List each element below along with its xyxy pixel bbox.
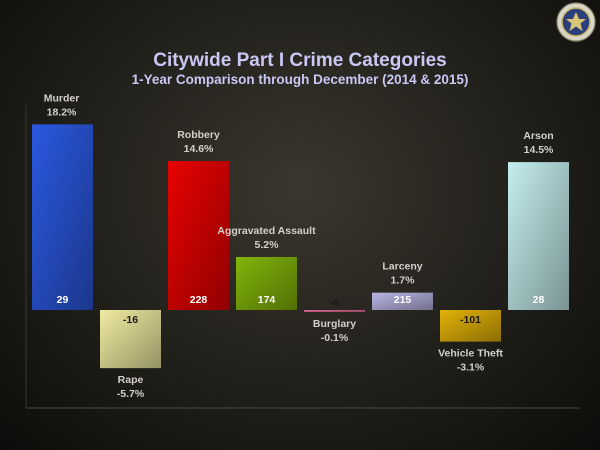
bar-rape [100,310,161,369]
chart-subtitle: 1-Year Comparison through December (2014… [132,72,469,87]
count-label-aggravated-assault: 174 [258,294,276,306]
percent-label-arson: 14.5% [524,144,554,156]
percent-label-aggravated-assault: 5.2% [255,239,280,251]
category-label-murder: Murder [44,92,80,104]
count-label-larceny: 215 [394,294,412,306]
bar-aggravated-assault [236,256,297,310]
bar-vehicle-theft [440,310,501,342]
bar-murder [32,124,93,310]
bar-larceny [372,292,433,310]
count-label-murder: 29 [57,294,69,306]
percent-label-burglary: -0.1% [321,332,349,344]
category-label-burglary: Burglary [313,318,356,330]
category-label-vehicle-theft: Vehicle Theft [438,348,503,360]
count-label-burglary: -6 [330,297,339,309]
percent-label-vehicle-theft: -3.1% [457,362,485,374]
category-label-rape: Rape [118,374,144,386]
category-label-arson: Arson [523,130,553,142]
percent-label-murder: 18.2% [47,106,77,118]
bar-burglary [304,310,365,312]
percent-label-rape: -5.7% [117,388,145,400]
percent-label-larceny: 1.7% [391,275,416,287]
category-label-robbery: Robbery [177,129,220,141]
percent-label-robbery: 14.6% [184,143,214,155]
chart-title: Citywide Part I Crime Categories [153,50,447,71]
count-label-rape: -16 [123,314,138,326]
count-label-vehicle-theft: -101 [460,314,481,326]
bar-arson [508,162,569,310]
police-seal-icon [556,2,596,42]
count-label-arson: 28 [533,294,545,306]
count-label-robbery: 228 [190,294,208,306]
category-label-larceny: Larceny [382,261,422,273]
category-label-aggravated-assault: Aggravated Assault [217,225,316,237]
bar-robbery [168,161,229,310]
